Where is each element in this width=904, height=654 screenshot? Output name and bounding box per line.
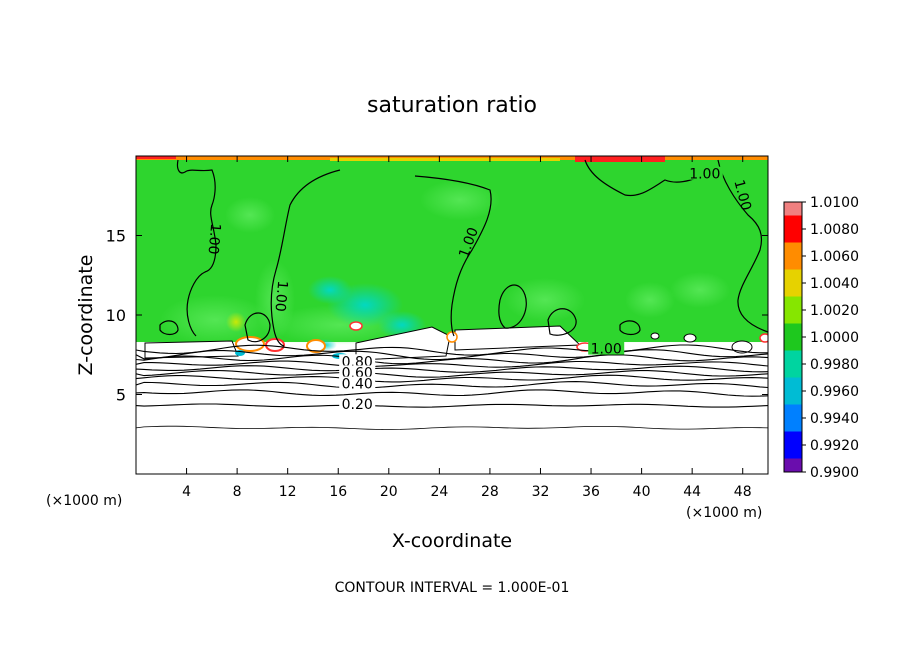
y-axis: 5 10 15 [106,227,768,405]
contour-label-bg-3 [686,166,723,180]
colorbar-label-7: 0.9960 [810,384,859,400]
contour-label-bg-5 [588,341,625,355]
colorbar-swatch-3 [784,269,802,297]
contour-line-9 [136,403,768,408]
contour-label-4: 1.00 [730,178,754,212]
x-tick-label-0: 4 [182,484,191,500]
colorbar-swatch-6 [784,350,802,378]
contour-lines-saturated [159,159,768,347]
contour-1-00-b [270,169,341,347]
contour-label-8: 0.40 [342,377,373,393]
contour-closed-5 [619,320,641,336]
colorbar-swatch-4 [784,296,802,324]
contour-closed-2 [547,308,577,336]
contour-label-3: 1.00 [689,167,720,183]
colorbar-swatch-0 [784,202,802,216]
colorbar-label-2: 1.0060 [810,249,859,265]
colorbar-swatch-5 [784,323,802,351]
contour-line-3 [136,360,768,368]
y-tick-label-2: 15 [106,227,126,246]
contour-line-0 [136,344,768,356]
x-tick-label-2: 12 [279,484,297,500]
contour-line-10 [136,425,768,430]
plot-area: 1.001.001.001.001.001.000.800.600.400.20 [136,156,768,474]
contour-label-bg-8 [339,376,376,390]
x-tick-label-7: 32 [532,484,550,500]
contour-label-1: 1.00 [271,280,290,312]
colorbar-label-6: 0.9980 [810,357,859,373]
contour-interval-note: CONTOUR INTERVAL = 1.000E-01 [335,580,570,596]
colorbar-label-1: 1.0080 [810,222,859,238]
colorbar-label-10: 0.9900 [810,465,859,481]
colorbar-label-9: 0.9920 [810,438,859,454]
colorbar-label-8: 0.9940 [810,411,859,427]
x-unit-left: (×1000 m) [46,493,122,509]
contour-line-8 [136,389,768,397]
x-tick-label-3: 16 [329,484,347,500]
x-tick-label-1: 8 [233,484,242,500]
chart-title: saturation ratio [367,93,537,118]
contour-1-00-d [584,159,713,197]
contour-closed-3 [244,312,271,343]
top-boundary-red-1 [136,156,176,159]
contour-label-5: 1.00 [591,342,622,358]
x-tick-label-11: 48 [734,484,752,500]
colorbar: 1.0100 1.0080 1.0060 1.0040 1.0020 1.0000 0.99… [783,195,859,481]
x-tick-label-5: 24 [430,484,448,500]
contour-line-4 [136,365,768,373]
contour-1-00-e [717,159,768,333]
x-axis-label: X-coordinate [392,530,512,552]
colorbar-swatch-2 [784,242,802,270]
contour-line-7 [136,381,768,389]
x-axis: 4 8 12 16 20 24 28 32 36 40 44 48 [182,156,752,500]
y-tick-label-0: 5 [116,386,126,405]
contour-line-1 [136,349,768,361]
contour-label-bg-7 [339,365,376,379]
colorbar-swatch-9 [784,431,802,459]
x-tick-label-8: 36 [582,484,600,500]
x-tick-label-10: 44 [683,484,701,500]
x-tick-label-9: 40 [633,484,651,500]
colorbar-swatch-8 [784,404,802,432]
y-tick-label-1: 10 [106,306,126,325]
contour-lines-subsaturated [136,344,768,430]
colorbar-label-0: 1.0100 [810,195,859,211]
contour-label-0: 1.00 [205,223,224,255]
contour-closed-4 [159,320,179,336]
colorbar-swatch-10 [784,458,802,472]
colorbar-swatch-1 [784,215,802,243]
x-tick-label-4: 20 [380,484,398,500]
x-tick-label-6: 28 [481,484,499,500]
colorbar-label-4: 1.0020 [810,303,859,319]
contour-closed-1 [498,284,527,329]
contour-label-bg-9 [339,397,376,411]
x-unit-right: (×1000 m) [686,505,762,521]
contour-label-9: 0.20 [342,397,373,413]
colorbar-label-3: 1.0040 [810,276,859,292]
contour-line-5 [136,369,768,378]
y-axis-label: Z-coordinate [75,255,97,376]
contour-line-6 [136,374,768,383]
contour-label-bg-6 [339,354,376,368]
contour-line-2 [136,354,768,365]
contour-1-00-c [414,175,492,337]
contour-1-00-a [176,159,217,337]
colorbar-label-5: 1.0000 [810,330,859,346]
colorbar-swatch-7 [784,377,802,405]
top-boundary-red-2 [575,156,665,162]
top-boundary-yellow [330,158,560,161]
